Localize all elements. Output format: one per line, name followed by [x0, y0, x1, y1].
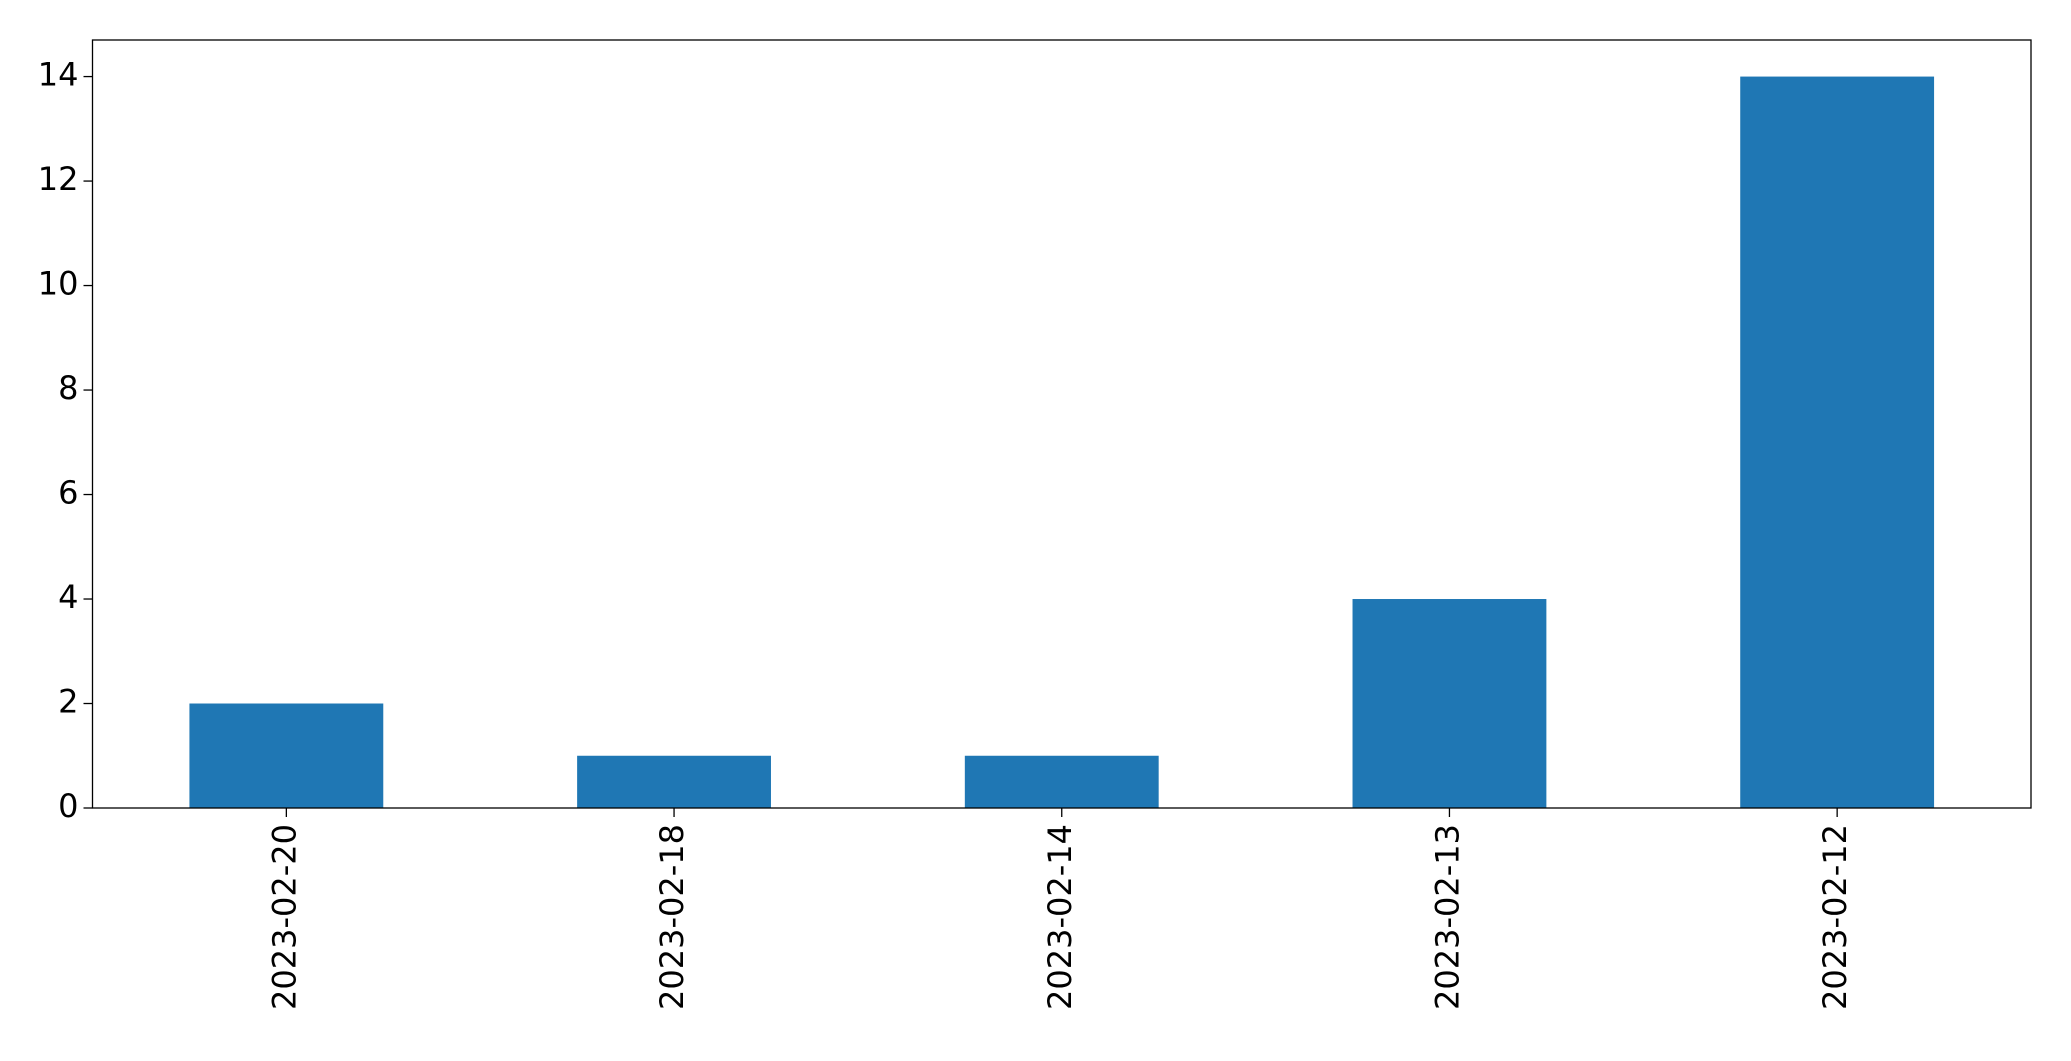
x-tick-label: 2023-02-18: [653, 824, 691, 1010]
plot-frame: [91, 39, 2032, 809]
x-tick-label: 2023-02-13: [1428, 824, 1466, 1010]
y-tick-label: 2: [58, 683, 78, 721]
y-tick-label: 0: [58, 787, 78, 825]
y-tick-label: 8: [58, 369, 78, 407]
bar: [1352, 599, 1547, 808]
bar: [964, 755, 1159, 808]
bar: [577, 755, 771, 808]
y-tick-label: 4: [58, 578, 78, 616]
y-tick-label: 6: [58, 474, 78, 512]
y-tick-label: 10: [38, 265, 79, 303]
bar: [1740, 76, 1935, 809]
y-tick-label: 12: [38, 160, 79, 198]
x-tick-label: 2023-02-20: [265, 824, 303, 1010]
x-tick-label: 2023-02-12: [1816, 824, 1854, 1010]
x-tick-label: 2023-02-14: [1041, 824, 1079, 1010]
bar: [189, 703, 384, 808]
y-tick-label: 14: [38, 56, 79, 94]
